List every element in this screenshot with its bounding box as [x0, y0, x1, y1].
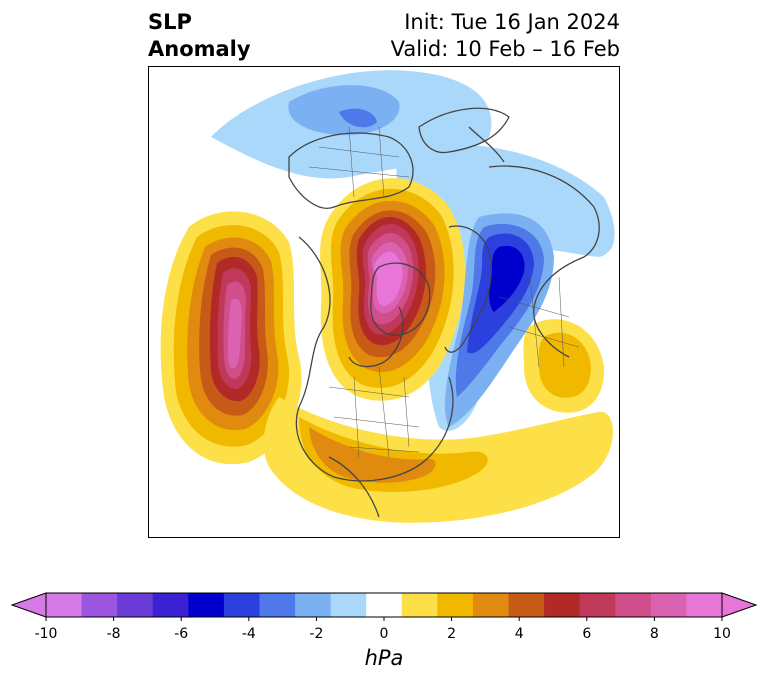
- colorbar-swatch: [401, 593, 438, 617]
- colorbar-tick-label: 0: [379, 626, 389, 642]
- chart-title-right: Init: Tue 16 Jan 2024 Valid: 10 Feb – 16…: [391, 9, 620, 63]
- colorbar-swatch: [259, 593, 296, 617]
- colorbar-swatch: [330, 593, 367, 617]
- colorbar-swatch: [117, 593, 154, 617]
- colorbar-unit-label: hPa: [364, 646, 404, 670]
- colorbar-tick-label: 8: [649, 626, 659, 642]
- pos-anomaly-arctic: [320, 178, 466, 401]
- colorbar: [10, 592, 758, 621]
- colorbar-tick-label: 6: [582, 626, 592, 642]
- title-type: Anomaly: [148, 37, 251, 61]
- pos-anomaly-northeast-pacific: [160, 211, 302, 465]
- colorbar-extend-max: [721, 592, 758, 618]
- init-date: Init: Tue 16 Jan 2024: [404, 10, 620, 34]
- borders: [308, 126, 580, 458]
- colorbar-swatch: [650, 593, 687, 617]
- colorbar-tick-label: -2: [309, 626, 324, 642]
- title-variable: SLP: [148, 10, 192, 34]
- colorbar-swatch: [152, 593, 189, 617]
- colorbar-tick-label: 2: [447, 626, 457, 642]
- coastlines: [288, 107, 600, 518]
- colorbar-swatch: [46, 593, 83, 617]
- valid-range: Valid: 10 Feb – 16 Feb: [390, 37, 620, 61]
- colorbar-swatch: [188, 593, 225, 617]
- colorbar-swatch: [366, 593, 403, 617]
- chart-title-left: SLP Anomaly: [148, 9, 251, 63]
- colorbar-tick-label: -4: [241, 626, 256, 642]
- anomaly-map: [160, 70, 615, 523]
- colorbar-swatch: [615, 593, 652, 617]
- colorbar-tick-label: -10: [34, 626, 58, 642]
- map-panel: [148, 66, 620, 538]
- colorbar-swatch: [81, 593, 118, 617]
- colorbar-tick-label: 4: [514, 626, 524, 642]
- colorbar-swatch: [508, 593, 545, 617]
- colorbar-extend-min: [10, 592, 47, 618]
- colorbar-tick-label: 10: [713, 626, 731, 642]
- colorbar-swatch: [437, 593, 474, 617]
- colorbar-swatch: [223, 593, 260, 617]
- colorbar-swatch: [544, 593, 581, 617]
- colorbar-tick-label: -8: [106, 626, 121, 642]
- pos-anomaly-southern-band: [263, 397, 613, 523]
- colorbar-swatch: [579, 593, 616, 617]
- colorbar-ticks: [45, 617, 723, 621]
- colorbar-tick-label: -6: [174, 626, 189, 642]
- colorbar-swatch: [686, 593, 723, 617]
- colorbar-swatch: [472, 593, 510, 617]
- colorbar-segments: [10, 592, 758, 618]
- colorbar-swatch: [295, 593, 332, 617]
